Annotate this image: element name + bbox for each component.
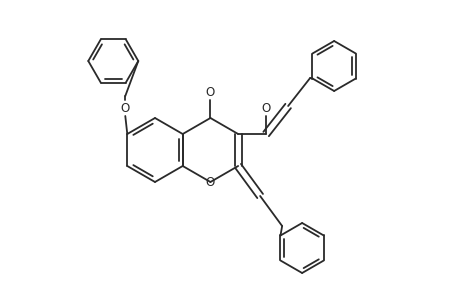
Text: O: O [205,176,215,188]
Text: O: O [261,101,270,115]
Text: O: O [205,85,215,98]
Text: O: O [120,101,129,115]
